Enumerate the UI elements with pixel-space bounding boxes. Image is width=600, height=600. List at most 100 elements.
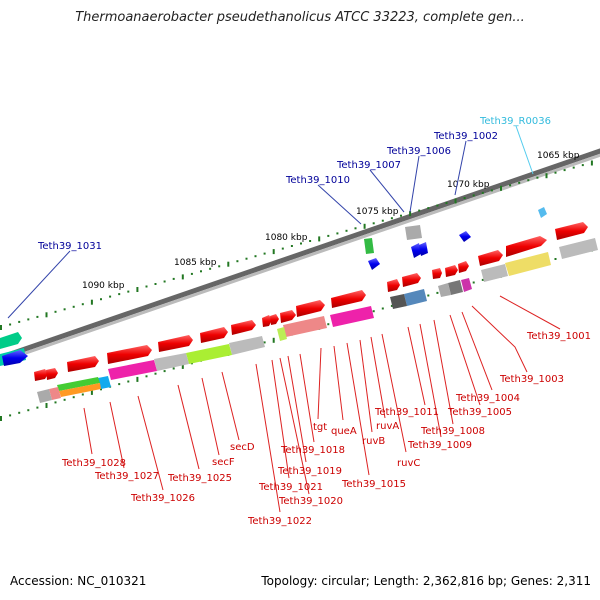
block-gray-1 xyxy=(481,264,508,282)
label-Teth39_1018[interactable]: Teth39_1018 xyxy=(280,445,345,456)
leader-1015 xyxy=(346,342,370,476)
scale-tick xyxy=(118,293,121,296)
label-ruvA[interactable]: ruvA xyxy=(376,421,399,432)
scale-tick xyxy=(236,260,239,263)
label-Teth39_1028[interactable]: Teth39_1028 xyxy=(61,458,126,469)
label-tgt[interactable]: tgt xyxy=(313,422,327,433)
backbone-line xyxy=(0,136,600,363)
label-Teth39_1011[interactable]: Teth39_1011 xyxy=(374,407,439,418)
gene-blue-1007[interactable] xyxy=(419,242,428,256)
scale-tick xyxy=(36,406,39,409)
scale-tick xyxy=(509,184,512,187)
leader-R0036 xyxy=(515,125,534,175)
top-labels: Teth39_R0036 Teth39_1002 Teth39_1006 Tet… xyxy=(37,116,551,252)
leader-1026 xyxy=(137,395,164,491)
block-gray-top xyxy=(405,225,422,240)
leader-1022 xyxy=(255,363,281,513)
label-Teth39_1009[interactable]: Teth39_1009 xyxy=(407,440,472,451)
label-Teth39_1004[interactable]: Teth39_1004 xyxy=(455,393,520,404)
scale-tick xyxy=(463,197,466,199)
label-Teth39_1003[interactable]: Teth39_1003 xyxy=(499,374,564,385)
scale-tick xyxy=(490,189,493,192)
label-Teth39_1015[interactable]: Teth39_1015 xyxy=(341,479,406,490)
block-cyan xyxy=(98,376,111,389)
gene-1007[interactable] xyxy=(402,273,421,287)
label-secD[interactable]: secD xyxy=(230,442,255,453)
label-Teth39_1006[interactable]: Teth39_1006 xyxy=(386,146,451,157)
scale-tick xyxy=(54,401,57,404)
label-ruvC[interactable]: ruvC xyxy=(397,458,420,469)
block-green xyxy=(57,377,100,391)
gene-1008[interactable] xyxy=(387,279,400,292)
gene-1013[interactable] xyxy=(270,314,279,325)
gene-1011[interactable] xyxy=(280,310,296,323)
gene-1021[interactable] xyxy=(0,332,22,349)
scale-tick xyxy=(181,363,184,369)
gene-1014[interactable] xyxy=(231,320,256,335)
gene-1019[interactable] xyxy=(34,369,48,381)
scale-tick xyxy=(372,222,375,225)
gene-blue-1031[interactable] xyxy=(2,350,28,366)
block-dark-1 xyxy=(448,280,463,295)
label-Teth39_1005[interactable]: Teth39_1005 xyxy=(447,407,512,418)
block-yellow xyxy=(505,252,551,276)
scale-tick xyxy=(45,312,48,318)
leader-ruvC xyxy=(381,333,407,453)
scale-tick xyxy=(136,376,139,382)
gene-1004[interactable] xyxy=(445,265,458,277)
scale-tick xyxy=(172,367,175,370)
label-Teth39_1002[interactable]: Teth39_1002 xyxy=(433,131,498,142)
label-queA[interactable]: queA xyxy=(331,426,357,437)
gene-1017[interactable] xyxy=(107,345,152,364)
leader-1003 xyxy=(471,305,528,373)
block-green-top xyxy=(364,238,374,254)
label-ruvB[interactable]: ruvB xyxy=(362,436,385,447)
gene-1018[interactable] xyxy=(67,356,99,372)
gene-blue-1010[interactable] xyxy=(368,258,380,270)
scale-tick xyxy=(409,211,412,217)
gene-1009[interactable] xyxy=(331,290,366,308)
label-Teth39_R0036[interactable]: Teth39_R0036 xyxy=(479,116,551,127)
label-secF[interactable]: secF xyxy=(212,457,235,468)
label-Teth39_1001[interactable]: Teth39_1001 xyxy=(526,331,591,342)
label-Teth39_1008[interactable]: Teth39_1008 xyxy=(420,426,485,437)
leader-1008 xyxy=(433,319,454,425)
scale-tick xyxy=(318,236,321,242)
gene-1003[interactable] xyxy=(555,222,588,240)
leader-secF xyxy=(201,377,220,456)
leader-1025 xyxy=(177,384,200,470)
scale-tick xyxy=(272,337,275,343)
gene-1015[interactable] xyxy=(200,327,228,343)
gene-1006[interactable] xyxy=(432,268,442,279)
label-Teth39_1027[interactable]: Teth39_1027 xyxy=(94,471,159,482)
summary-text: Topology: circular; Length: 2,362,816 bp… xyxy=(261,574,591,588)
scale-tick xyxy=(272,249,275,255)
scale-tick xyxy=(0,416,2,421)
gene-1016[interactable] xyxy=(158,335,193,352)
label-Teth39_1020[interactable]: Teth39_1020 xyxy=(278,496,343,507)
gene-cyan-R0036[interactable] xyxy=(538,207,547,218)
label-Teth39_1010[interactable]: Teth39_1010 xyxy=(285,175,350,186)
label-Teth39_1026[interactable]: Teth39_1026 xyxy=(130,493,195,504)
label-Teth39_1019[interactable]: Teth39_1019 xyxy=(277,466,342,477)
leader-1027 xyxy=(109,401,125,469)
label-Teth39_1021[interactable]: Teth39_1021 xyxy=(258,482,323,493)
scale-tick xyxy=(300,242,302,245)
gene-1010[interactable] xyxy=(296,300,325,317)
gene-blue-1002[interactable] xyxy=(459,231,471,242)
scale-tick xyxy=(536,176,539,179)
label-Teth39_1007[interactable]: Teth39_1007 xyxy=(336,160,401,171)
gene-1001[interactable] xyxy=(506,236,547,257)
gene-blue-1006[interactable] xyxy=(411,243,421,258)
gene-1002[interactable] xyxy=(478,250,503,266)
gene-1005[interactable] xyxy=(458,261,469,273)
label-Teth39_1031[interactable]: Teth39_1031 xyxy=(37,241,102,252)
leader-1002 xyxy=(454,140,467,196)
gene-1020[interactable] xyxy=(46,368,58,380)
label-Teth39_1025[interactable]: Teth39_1025 xyxy=(167,473,232,484)
label-Teth39_1022[interactable]: Teth39_1022 xyxy=(247,516,312,527)
scale-tick xyxy=(18,411,21,414)
leader-1018 xyxy=(299,353,315,443)
scale-tick xyxy=(172,277,175,280)
gene-1012[interactable] xyxy=(262,315,272,327)
